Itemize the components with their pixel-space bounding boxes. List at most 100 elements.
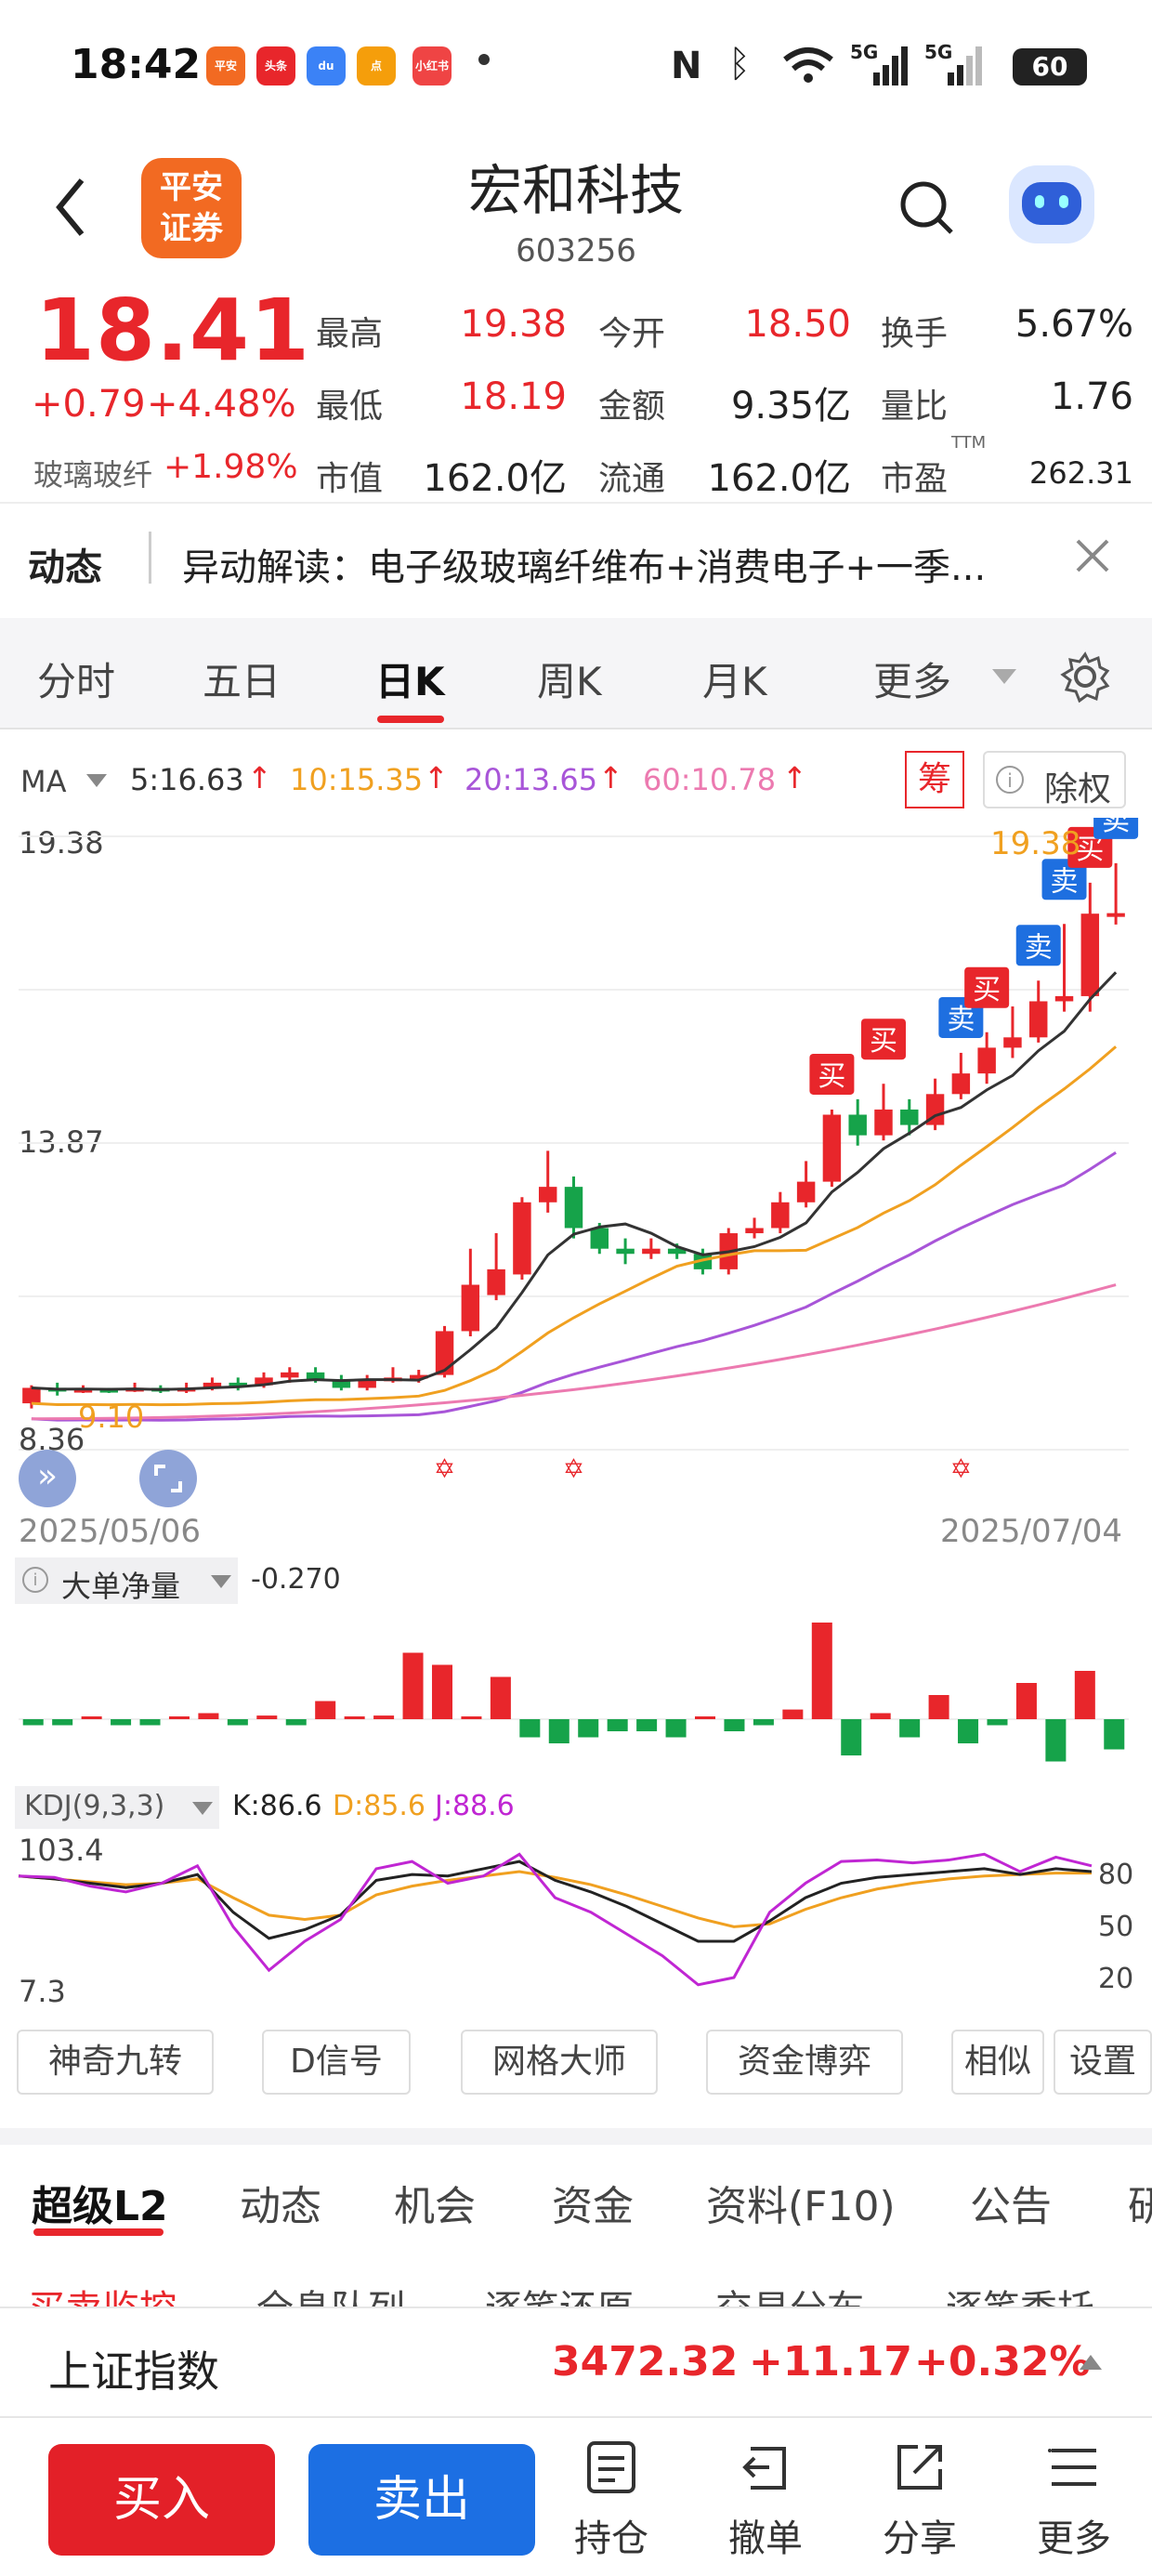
adjust-label: 除权 [1044,770,1112,808]
big-order-bar [490,1676,511,1719]
tab-opportunity[interactable]: 机会 [394,2183,476,2230]
holdings-label: 持仓 [574,2517,648,2560]
fullscreen-icon [154,1465,182,1492]
news-text[interactable]: 异动解读：电子级玻璃纤维布+消费电子+一季... [182,546,987,589]
search-icon[interactable] [897,178,957,238]
candle-body [229,1382,247,1387]
status-time: 18:42 [71,41,202,88]
big-order-bar [1015,1683,1037,1719]
signal-label: 买 [818,1060,845,1093]
candle-body [590,1228,609,1249]
app-icon-baidu: du [307,46,346,85]
sell-button[interactable]: 卖出 [308,2444,535,2556]
similar-button[interactable]: 相似 [951,2030,1044,2095]
subtab-monitor[interactable]: 买卖监控 [28,2279,177,2307]
tab-daily-k[interactable]: 日K [375,659,445,704]
big-order-chart [19,1623,1129,1762]
big-order-bar [519,1719,541,1738]
app-icon-xiaohongshu: 小红书 [412,46,452,85]
share-button[interactable]: 分享 [873,2439,966,2562]
d-signal-button[interactable]: D信号 [262,2030,411,2095]
settings-button[interactable]: 设置 [1054,2030,1152,2095]
big-order-bar [198,1713,219,1719]
tab-f10[interactable]: 资料(F10) [706,2183,896,2230]
magic-nine-button[interactable]: 神奇九转 [17,2030,214,2095]
candle-body [951,1073,971,1095]
subtab-tick-restore[interactable]: 逐笔还原 [485,2279,634,2307]
sub-tabs-row: 买卖监控 全息队列 逐笔还原 交易分布 逐笔委托 [0,2267,1152,2307]
candle-body [745,1228,764,1234]
ma-label[interactable]: MA [20,764,67,799]
index-bar[interactable]: 上证指数 3472.32 +11.17 +0.32% [0,2307,1152,2418]
kdj-d-value: D:85.6 [333,1790,426,1822]
subtab-queue[interactable]: 全息队列 [256,2279,405,2307]
gear-icon[interactable] [1059,651,1111,703]
tab-weekly-k[interactable]: 周K [537,659,602,704]
kdj-tick-80: 80 [1098,1859,1134,1891]
kdj-selector[interactable]: KDJ(9,3,3) [15,1786,219,1829]
section-gap [0,2128,1152,2145]
grid-master-button[interactable]: 网格大师 [461,2030,658,2095]
chip-button[interactable]: 筹 [905,751,964,808]
share-label: 分享 [883,2517,957,2560]
nfc-icon: N [671,45,702,87]
fullscreen-button[interactable] [139,1450,197,1507]
price-change-pct: +4.48% [147,383,296,426]
dot-icon [478,54,490,65]
broker-logo: 平安 证券 [141,158,242,258]
subtab-distribution[interactable]: 交易分布 [715,2279,864,2307]
tab-news[interactable]: 动态 [240,2183,321,2230]
chart-tabs-bar [0,618,1152,729]
candle-body [306,1372,325,1381]
kdj-tick-50: 50 [1098,1911,1134,1943]
adjust-button[interactable]: i 除权 [983,751,1126,808]
ma-dropdown-icon[interactable] [85,773,108,788]
ma20-up-arrow: ↑ [598,760,623,795]
tab-announcement[interactable]: 公告 [970,2183,1052,2230]
close-icon[interactable] [1074,537,1111,574]
cancel-order-button[interactable]: 撤单 [719,2439,812,2562]
big-order-bar [431,1664,452,1719]
big-order-bar [665,1719,687,1738]
info-icon: i [996,766,1024,794]
tab-intraday[interactable]: 分时 [37,659,116,704]
candle-body [22,1387,41,1404]
tab-super-l2[interactable]: 超级L2 [32,2183,168,2230]
signal-badge [1093,818,1139,839]
tab-five-day[interactable]: 五日 [203,659,281,704]
big-order-bar [81,1716,102,1719]
sector-pct: +1.98% [164,448,298,486]
caret-up-icon[interactable] [1078,2353,1104,2372]
capital-game-button[interactable]: 资金博弈 [706,2030,903,2095]
tab-funds[interactable]: 资金 [552,2183,634,2230]
candle-body [410,1374,428,1379]
indicator1-selector[interactable]: i 大单净量 [15,1557,238,1604]
candle-body [332,1380,351,1388]
tab-monthly-k[interactable]: 月K [702,659,767,704]
tab-more[interactable]: 更多 [873,659,952,704]
subtab-orders[interactable]: 逐笔委托 [946,2279,1094,2307]
candle-body [1029,1001,1048,1038]
holdings-button[interactable]: 持仓 [565,2439,658,2562]
robot-assistant-icon[interactable] [1009,165,1094,243]
big-order-bar [111,1719,132,1726]
status-bar: 18:42 平安 头条 du 点 小红书 N ᛒ 5G 5G 60 [0,0,1152,139]
wifi-icon [783,47,833,83]
indicator1-label: 大单净量 [61,1569,181,1604]
label-volume-ratio: 量比 [881,388,949,426]
candle-body [977,1047,996,1074]
buy-button[interactable]: 买入 [48,2444,275,2556]
kdj-j-value: J:88.6 [435,1790,515,1822]
candle-body [487,1268,505,1295]
expand-left-button[interactable]: » [19,1450,76,1507]
max-price-marker: 19.38 [990,825,1081,862]
candle-body [358,1380,376,1388]
kdj-bottom-label: 7.3 [19,1974,66,2009]
info-tab-indicator [33,2228,164,2236]
back-button[interactable] [52,175,89,243]
tab-research[interactable]: 研 [1128,2183,1152,2230]
more-button[interactable]: 更多 [1028,2439,1120,2562]
signal-badge [1041,859,1087,900]
sector-name[interactable]: 玻璃玻纤 [33,457,153,493]
